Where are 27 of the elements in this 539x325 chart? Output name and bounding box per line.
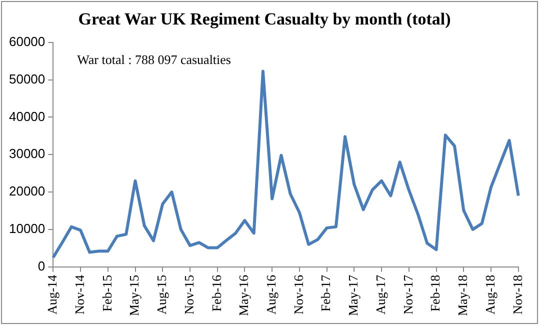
x-tick-label: Feb-16 [208,274,224,312]
x-tick-label: Aug-14 [44,274,60,315]
annotation: War total : 788 097 casualties [77,52,231,67]
x-tick-label: Feb-15 [99,274,114,312]
x-tick-label: Nov-14 [72,274,87,315]
y-tick-label: 60000 [8,34,46,49]
y-tick-label: 30000 [8,146,46,162]
y-tick-label: 40000 [8,108,46,124]
x-tick-label: Aug-16 [264,274,279,315]
x-tick-label: Feb-18 [428,274,443,312]
x-tick-label: Nov-16 [290,274,306,315]
y-tick-label: 50000 [8,71,46,86]
x-tick-label: May-15 [126,274,142,316]
x-tick-label: May-16 [236,274,252,316]
x-tick-label: May-18 [455,274,470,316]
y-tick-label: 20000 [8,184,46,199]
x-tick-label: Aug-18 [482,274,498,315]
x-tick-label: Nov-15 [181,274,196,315]
y-tick-label: 0 [38,258,46,274]
x-tick-label: Aug-15 [154,274,170,315]
x-tick-label: Nov-17 [400,274,416,315]
x-tick-label: Nov-18 [510,274,525,315]
chart-title: Great War UK Regiment Casualty by month (total) [78,10,451,29]
x-tick-label: Aug-17 [372,274,388,315]
x-tick-label: May-17 [346,274,361,316]
y-tick-label: 10000 [8,221,46,236]
x-tick-label: Feb-17 [318,274,334,312]
